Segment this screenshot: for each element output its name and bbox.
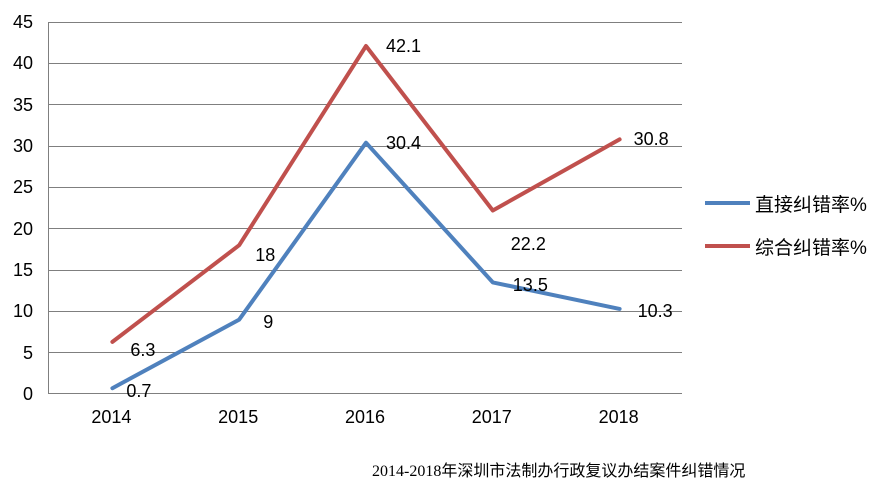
y-axis-tick-label: 10 — [12, 301, 33, 322]
data-point-label: 9 — [263, 311, 274, 332]
legend-label-comprehensive-rate: 综合纠错率% — [755, 237, 867, 259]
data-point-label: 30.4 — [386, 132, 422, 153]
x-axis-tick-label: 2015 — [218, 407, 259, 427]
x-axis: 2014 2015 2016 2017 2018 — [48, 406, 682, 432]
data-point-label: 30.8 — [633, 129, 669, 150]
gridline — [49, 104, 682, 106]
y-axis-tick-label: 20 — [12, 218, 33, 239]
y-axis-tick-label: 30 — [12, 136, 33, 156]
plot-area: 0.7 9 30.4 13.5 10.3 6.3 18 42.1 22.2 30.8 — [48, 21, 682, 401]
y-axis-tick-label: 15 — [12, 260, 33, 280]
series-lines — [110, 44, 622, 391]
red-line-swatch-icon — [705, 244, 750, 248]
data-point-label: 18 — [255, 245, 276, 266]
gridline — [49, 62, 682, 64]
data-point-label: 6.3 — [130, 339, 156, 360]
x-axis-tick-label: 2018 — [598, 407, 639, 427]
data-point-label: 10.3 — [637, 300, 673, 321]
x-axis-tick-label: 2014 — [91, 407, 132, 427]
legend-label-direct-rate: 直接纠错率% — [755, 194, 867, 216]
chart-title: 2014-2018年深圳市法制办行政复议办结案件纠错情况 — [372, 463, 746, 479]
y-axis: 0 5 10 15 20 25 30 35 40 45 — [0, 12, 36, 404]
legend-entry-direct-rate: 直接纠错率% — [705, 190, 890, 216]
blue-line-swatch-icon — [705, 201, 750, 205]
data-point-label: 0.7 — [126, 381, 152, 402]
y-axis-tick-label: 45 — [12, 12, 33, 32]
gridline — [49, 186, 682, 188]
y-axis-tick-label: 40 — [12, 53, 33, 74]
data-point-label: 42.1 — [386, 35, 422, 56]
y-axis-tick-label: 5 — [22, 342, 33, 363]
gridline — [49, 352, 682, 354]
legend: 直接纠错率% 综合纠错率% — [705, 190, 890, 276]
y-axis-tick-label: 0 — [22, 384, 33, 404]
y-axis-tick-label: 35 — [12, 94, 33, 115]
data-point-label: 22.2 — [510, 234, 546, 255]
gridline — [49, 269, 682, 271]
gridline — [49, 310, 682, 312]
series-line-0 — [110, 140, 622, 391]
x-axis-tick-label: 2016 — [344, 407, 386, 427]
legend-entry-comprehensive-rate: 综合纠错率% — [705, 233, 890, 259]
gridline — [49, 21, 682, 23]
series-line-1 — [110, 44, 622, 344]
x-axis-tick-label: 2017 — [471, 407, 512, 427]
y-axis-tick-label: 25 — [12, 177, 33, 198]
data-point-label: 13.5 — [512, 275, 548, 296]
gridline — [49, 228, 682, 230]
